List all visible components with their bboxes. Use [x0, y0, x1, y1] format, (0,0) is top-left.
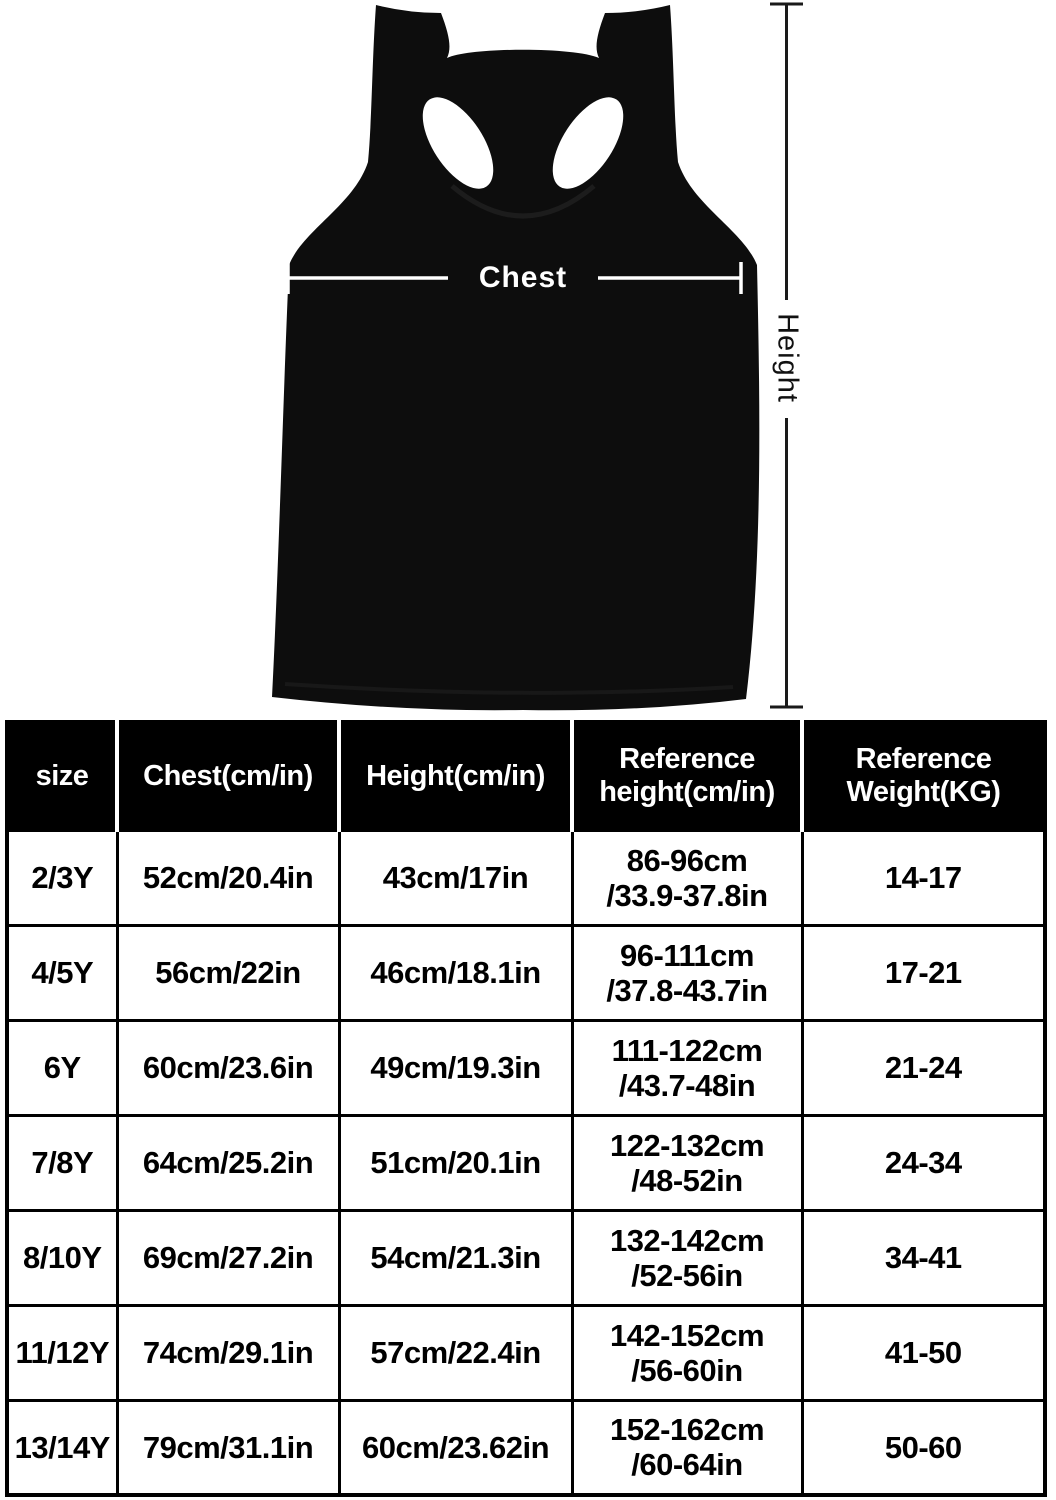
cell-ref-height: 111-122cm /43.7-48in: [570, 1018, 804, 1117]
cell-ref-weight: 17-21: [800, 923, 1047, 1022]
header-reference-height: Reference height(cm/in): [570, 722, 802, 830]
cell-chest: 60cm/23.6in: [115, 1018, 341, 1117]
chest-measure-line: [286, 262, 743, 294]
cell-chest: 52cm/20.4in: [115, 828, 341, 927]
cell-size: 13/14Y: [5, 1398, 119, 1497]
cell-height: 57cm/22.4in: [337, 1303, 574, 1402]
header-chest: Chest(cm/in): [115, 722, 339, 830]
hem-stitch-line: [284, 682, 734, 695]
cell-chest: 56cm/22in: [115, 923, 341, 1022]
cell-chest: 74cm/29.1in: [115, 1303, 341, 1402]
cell-chest: 69cm/27.2in: [115, 1208, 341, 1307]
garment-diagram: Chest Height: [0, 0, 1056, 718]
cell-ref-weight: 14-17: [800, 828, 1047, 927]
header-height: Height(cm/in): [337, 722, 572, 830]
cell-height: 43cm/17in: [337, 828, 574, 927]
cell-ref-height: 86-96cm /33.9-37.8in: [570, 828, 804, 927]
cell-height: 60cm/23.62in: [337, 1398, 574, 1497]
tank-top-body: [272, 5, 760, 711]
height-measure-line: [770, 2, 803, 709]
table-body: 2/3Y 52cm/20.4in 43cm/17in 86-96cm /33.9…: [5, 828, 1047, 1497]
cell-ref-height: 142-152cm /56-60in: [570, 1303, 804, 1402]
table-row: 8/10Y 69cm/27.2in 54cm/21.3in 132-142cm …: [5, 1208, 1047, 1307]
cell-ref-weight: 34-41: [800, 1208, 1047, 1307]
left-armhole-cutout: [422, 97, 494, 189]
header-reference-weight: Reference Weight(KG): [800, 722, 1045, 830]
table-row: 2/3Y 52cm/20.4in 43cm/17in 86-96cm /33.9…: [5, 828, 1047, 927]
cell-size: 6Y: [5, 1018, 119, 1117]
cell-ref-weight: 24-34: [800, 1113, 1047, 1212]
header-row: size Chest(cm/in) Height(cm/in) Referenc…: [7, 722, 1045, 830]
chest-measure-label: Chest: [478, 261, 568, 294]
neck-fold-line: [450, 184, 596, 219]
right-armhole-cutout: [552, 97, 624, 189]
height-measure-label: Height: [771, 313, 804, 403]
cell-ref-height: 132-142cm /52-56in: [570, 1208, 804, 1307]
cell-height: 51cm/20.1in: [337, 1113, 574, 1212]
table-row: 4/5Y 56cm/22in 46cm/18.1in 96-111cm /37.…: [5, 923, 1047, 1022]
cell-ref-height: 96-111cm /37.8-43.7in: [570, 923, 804, 1022]
cell-size: 11/12Y: [5, 1303, 119, 1402]
cell-height: 46cm/18.1in: [337, 923, 574, 1022]
cell-ref-weight: 41-50: [800, 1303, 1047, 1402]
cell-ref-height: 122-132cm /48-52in: [570, 1113, 804, 1212]
cell-height: 49cm/19.3in: [337, 1018, 574, 1117]
cell-size: 2/3Y: [5, 828, 119, 927]
cell-chest: 79cm/31.1in: [115, 1398, 341, 1497]
cell-ref-height: 152-162cm /60-64in: [570, 1398, 804, 1497]
cell-size: 7/8Y: [5, 1113, 119, 1212]
tank-top-illustration: [272, 2, 803, 711]
table-row: 13/14Y 79cm/31.1in 60cm/23.62in 152-162c…: [5, 1398, 1047, 1497]
table-row: 11/12Y 74cm/29.1in 57cm/22.4in 142-152cm…: [5, 1303, 1047, 1402]
cell-size: 4/5Y: [5, 923, 119, 1022]
cell-size: 8/10Y: [5, 1208, 119, 1307]
size-chart-table: size Chest(cm/in) Height(cm/in) Referenc…: [5, 720, 1047, 1497]
table-header: size Chest(cm/in) Height(cm/in) Referenc…: [7, 722, 1045, 830]
cell-ref-weight: 50-60: [800, 1398, 1047, 1497]
table-row: 6Y 60cm/23.6in 49cm/19.3in 111-122cm /43…: [5, 1018, 1047, 1117]
cell-height: 54cm/21.3in: [337, 1208, 574, 1307]
table-row: 7/8Y 64cm/25.2in 51cm/20.1in 122-132cm /…: [5, 1113, 1047, 1212]
cell-chest: 64cm/25.2in: [115, 1113, 341, 1212]
cell-ref-weight: 21-24: [800, 1018, 1047, 1117]
header-size: size: [7, 722, 117, 830]
